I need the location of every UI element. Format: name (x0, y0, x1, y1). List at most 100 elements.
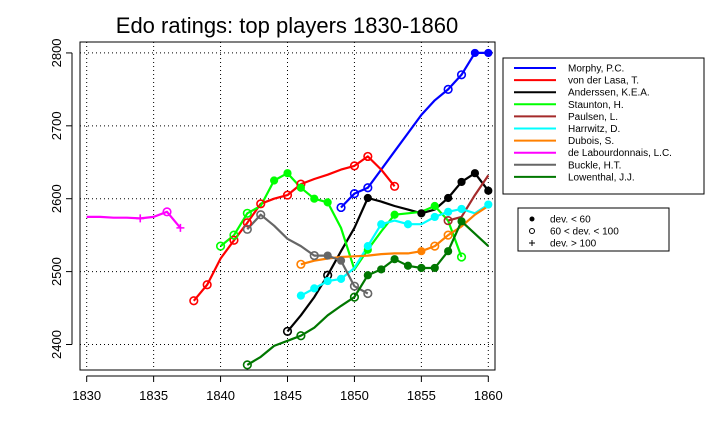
legend-label: Buckle, H.T. (568, 160, 621, 171)
data-point (470, 48, 480, 58)
series-line (286, 172, 490, 333)
data-point (136, 214, 145, 223)
legend-label: Anderssen, K.E.A. (568, 88, 650, 99)
x-tick-label: 1850 (340, 388, 369, 403)
data-point (363, 193, 372, 203)
data-point (336, 274, 346, 283)
marker-legend-label: 60 < dev. < 100 (550, 227, 619, 238)
data-point (390, 255, 399, 264)
plot-frame (79, 41, 496, 371)
data-point (456, 70, 467, 80)
marker-legend-symbol (529, 228, 535, 234)
data-point (323, 198, 332, 207)
data-point (444, 207, 453, 216)
y-tick-label: 2700 (49, 111, 64, 140)
data-point (484, 48, 493, 58)
legend-label: de Labourdonnais, L.C. (568, 148, 672, 159)
data-point (296, 331, 306, 341)
data-point (189, 296, 199, 306)
data-point (456, 252, 467, 262)
data-point (363, 183, 373, 193)
marker-legend-symbol (529, 216, 535, 222)
y-tick-label: 2400 (49, 330, 64, 359)
data-point (457, 204, 466, 214)
y-tick-label: 2800 (49, 38, 64, 67)
legend-label: Dubois, S. (568, 136, 614, 147)
data-point (417, 263, 426, 273)
axes: 1830 1835 1840 1845 1850 1855 1860 2400 2500 2600… (49, 38, 503, 403)
data-point (282, 326, 293, 336)
data-point (363, 151, 373, 162)
legend-label: Lowenthal, J.J. (568, 172, 635, 183)
data-point (403, 220, 413, 229)
data-point (349, 189, 360, 199)
data-point (296, 291, 305, 300)
legend-label: Morphy, P.C. (568, 64, 624, 75)
data-point (443, 215, 453, 226)
data-point (323, 251, 332, 260)
data-point (215, 241, 226, 251)
marker-legend-box (517, 207, 670, 252)
data-point (377, 265, 386, 274)
data-point (417, 247, 426, 256)
data-point (389, 181, 400, 191)
data-point (296, 183, 305, 192)
data-point (283, 169, 292, 178)
x-tick-label: 1835 (139, 388, 168, 403)
series-legend: Morphy, P.C.von der Lasa, T.Anderssen, K… (502, 57, 705, 195)
data-point (444, 193, 453, 203)
series-line (246, 213, 369, 295)
marker-legend-label: dev. > 100 (550, 239, 597, 250)
legend-label: von der Lasa, T. (568, 76, 639, 87)
marker-legend-label: dev. < 60 (550, 215, 591, 226)
data-point (242, 360, 252, 370)
series-markers (136, 48, 493, 370)
x-tick-label: 1860 (474, 388, 503, 403)
data-point (457, 177, 466, 187)
data-point (242, 208, 252, 218)
data-point (349, 292, 360, 302)
data-point (363, 271, 372, 280)
x-tick-label: 1855 (407, 388, 436, 403)
data-point (176, 223, 185, 232)
data-point (403, 261, 413, 270)
data-point (242, 218, 252, 228)
data-point (430, 212, 439, 222)
chart-title: Edo ratings: top players 1830-1860 (116, 13, 458, 38)
data-point (349, 161, 360, 171)
data-point (484, 200, 493, 209)
data-point (484, 186, 493, 195)
data-point (256, 199, 266, 209)
data-point (443, 84, 453, 94)
data-point (242, 224, 252, 234)
legend-label: Staunton, H. (568, 100, 624, 111)
x-tick-label: 1845 (273, 388, 302, 403)
data-point (417, 209, 426, 218)
legend-label: Paulsen, L. (568, 112, 618, 123)
data-point (443, 230, 453, 240)
series-line (340, 51, 489, 209)
data-point (162, 207, 172, 217)
y-tick-label: 2500 (49, 257, 64, 286)
series-line (300, 203, 489, 297)
data-point (470, 169, 480, 178)
y-tick-label: 2600 (49, 184, 64, 213)
x-tick-label: 1830 (72, 388, 101, 403)
x-tick-label: 1840 (206, 388, 235, 403)
data-point (444, 247, 453, 256)
data-point (256, 210, 266, 220)
data-point (229, 230, 239, 240)
series-line (447, 174, 490, 222)
legend-label: Harrwitz, D. (568, 124, 620, 135)
data-point (336, 202, 346, 213)
series-line (86, 210, 182, 229)
data-point (363, 288, 373, 299)
data-point (363, 241, 372, 251)
data-point (270, 176, 279, 185)
data-point (349, 281, 360, 291)
series-line (192, 155, 396, 302)
data-point (390, 210, 399, 219)
data-point (430, 241, 440, 251)
